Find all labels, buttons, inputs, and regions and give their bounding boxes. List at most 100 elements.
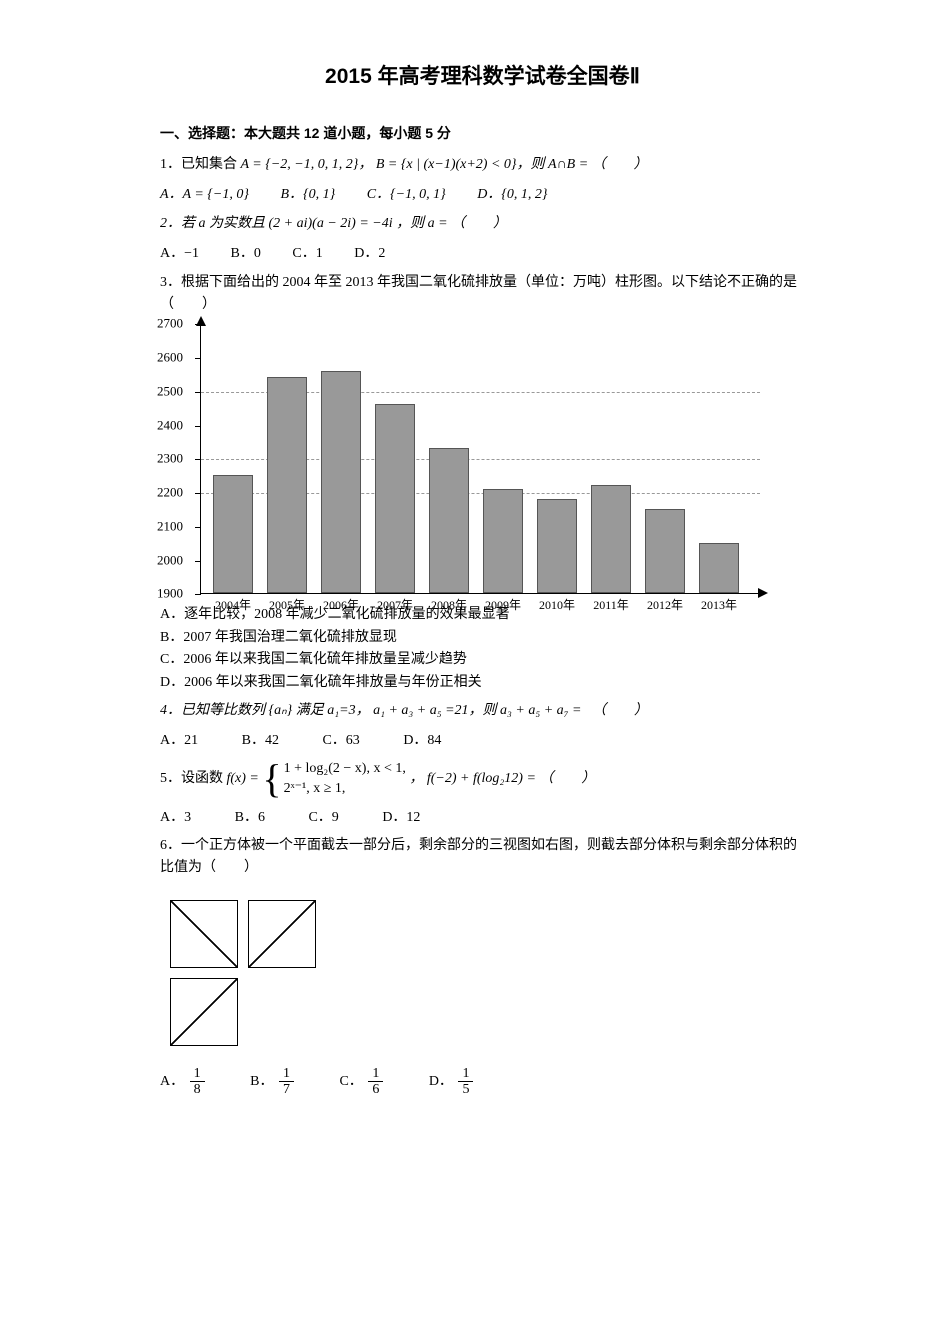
q3-opt-b: B．2007 年我国治理二氧化硫排放显现 — [160, 627, 805, 649]
x-tick-label: 2008年 — [431, 596, 467, 615]
q2-stem: 2．若 a 为实数且 (2 + ai)(a − 2i) = −4i ，则 a =… — [160, 216, 507, 231]
bar — [699, 543, 739, 594]
q5-fx: f(x) = — [227, 771, 263, 786]
x-tick-label: 2007年 — [377, 596, 413, 615]
question-1: 1．已知集合 A = {−2, −1, 0, 1, 2}， B = {x | (… — [160, 154, 805, 176]
q2-options: A．−1 B．0 C．1 D．2 — [160, 243, 805, 265]
y-tick-label: 2400 — [157, 415, 183, 436]
y-tick-label: 2200 — [157, 483, 183, 504]
y-tick — [195, 358, 201, 359]
x-tick-label: 2010年 — [539, 596, 575, 615]
three-view-side — [248, 900, 316, 968]
q6-a-label: A． — [160, 1074, 184, 1089]
q6-opt-c: C． 16 — [339, 1066, 385, 1098]
q4-opt-b: B．42 — [242, 730, 279, 752]
x-tick-label: 2012年 — [647, 596, 683, 615]
q3-opt-d: D．2006 年以来我国二氧化硫年排放量与年份正相关 — [160, 672, 805, 694]
q1-options: A．A = {−1, 0} B．{0, 1} C．{−1, 0, 1} D．{0… — [160, 184, 805, 206]
y-tick — [195, 324, 201, 325]
q4-options: A．21 B．42 C．63 D．84 — [160, 730, 805, 752]
section-header: 一、选择题：本大题共 12 道小题，每小题 5 分 — [160, 122, 805, 144]
y-tick — [195, 426, 201, 427]
bar — [645, 509, 685, 593]
q6-d-num: 1 — [458, 1066, 473, 1082]
y-tick-label: 2100 — [157, 516, 183, 537]
question-5: 5．设函数 f(x) = { 1 + log₂(2 − x), x < 1, 2… — [160, 759, 805, 799]
y-tick — [195, 527, 201, 528]
y-tick-label: 2300 — [157, 449, 183, 470]
x-tick-label: 2004年 — [215, 596, 251, 615]
question-3: 3．根据下面给出的 2004 年至 2013 年我国二氧化硫排放量（单位：万吨）… — [160, 272, 805, 317]
q6-opt-d: D． 15 — [429, 1066, 476, 1098]
q6-c-num: 1 — [368, 1066, 383, 1082]
q2-opt-c: C．1 — [292, 243, 322, 265]
q6-b-den: 7 — [279, 1082, 294, 1097]
page-title: 2015 年高考理科数学试卷全国卷Ⅱ — [160, 60, 805, 94]
y-tick-label: 2700 — [157, 314, 183, 335]
q6-three-view — [170, 900, 805, 1046]
x-axis-arrow-icon — [758, 588, 768, 598]
q1-stem-math: A = {−2, −1, 0, 1, 2}， B = {x | (x−1)(x+… — [241, 157, 648, 172]
y-tick — [195, 594, 201, 595]
q5-opt-b: B．6 — [235, 807, 265, 829]
bar — [375, 404, 415, 593]
q6-opt-b: B． 17 — [250, 1066, 296, 1098]
q2-opt-a: A．−1 — [160, 243, 199, 265]
x-tick-label: 2013年 — [701, 596, 737, 615]
q5-options: A．3 B．6 C．9 D．12 — [160, 807, 805, 829]
q6-c-den: 6 — [368, 1082, 383, 1097]
y-tick-label: 2600 — [157, 348, 183, 369]
q6-a-num: 1 — [190, 1066, 205, 1082]
q1-opt-d: D．{0, 1, 2} — [477, 184, 547, 206]
brace-icon: { — [262, 759, 281, 799]
q6-d-label: D． — [429, 1074, 453, 1089]
q6-d-den: 5 — [458, 1082, 473, 1097]
bar — [537, 499, 577, 594]
q5-stem-pre: 5．设函数 — [160, 771, 227, 786]
q1-opt-b: B．{0, 1} — [280, 184, 335, 206]
bar — [429, 448, 469, 593]
bar — [591, 485, 631, 593]
bar — [321, 371, 361, 594]
question-2: 2．若 a 为实数且 (2 + ai)(a − 2i) = −4i ，则 a =… — [160, 213, 805, 235]
q1-opt-c: C．{−1, 0, 1} — [367, 184, 446, 206]
q5-stem-post: ， f(−2) + f(log₂12) = （ ） — [409, 771, 595, 786]
q6-options: A． 18 B． 17 C． 16 D． 15 — [160, 1066, 805, 1098]
q2-opt-d: D．2 — [354, 243, 385, 265]
q5-opt-d: D．12 — [382, 807, 420, 829]
q5-piecewise: { 1 + log₂(2 − x), x < 1, 2ˣ⁻¹, x ≥ 1, — [262, 759, 405, 799]
x-tick-label: 2005年 — [269, 596, 305, 615]
q5-opt-c: C．9 — [308, 807, 338, 829]
question-6: 6．一个正方体被一个平面截去一部分后，剩余部分的三视图如右图，则截去部分体积与剩… — [160, 835, 805, 880]
q3-opt-c: C．2006 年以来我国二氧化硫年排放量呈减少趋势 — [160, 649, 805, 671]
q4-opt-d: D．84 — [403, 730, 441, 752]
q4-stem: 4．已知等比数列 {aₙ} 满足 a₁=3， a₁ + a₃ + a₅ =21，… — [160, 703, 648, 718]
q6-a-den: 8 — [190, 1082, 205, 1097]
q5-case1: 1 + log₂(2 − x), x < 1, — [284, 759, 406, 779]
x-tick-label: 2011年 — [593, 596, 629, 615]
y-tick-label: 1900 — [157, 584, 183, 605]
three-view-front — [170, 900, 238, 968]
y-tick — [195, 561, 201, 562]
three-view-top — [170, 978, 238, 1046]
x-tick-label: 2009年 — [485, 596, 521, 615]
q4-opt-c: C．63 — [322, 730, 359, 752]
bar — [483, 489, 523, 594]
q6-b-label: B． — [250, 1074, 273, 1089]
x-tick-label: 2006年 — [323, 596, 359, 615]
q1-opt-a: A．A = {−1, 0} — [160, 184, 249, 206]
bar — [267, 377, 307, 593]
q5-case2: 2ˣ⁻¹, x ≥ 1, — [284, 779, 406, 799]
q6-c-label: C． — [339, 1074, 362, 1089]
q4-opt-a: A．21 — [160, 730, 198, 752]
y-tick-label: 2000 — [157, 550, 183, 571]
bar — [213, 475, 253, 593]
y-tick-label: 2500 — [157, 381, 183, 402]
q1-stem-pre: 1．已知集合 — [160, 157, 241, 172]
q6-b-num: 1 — [279, 1066, 294, 1082]
q6-opt-a: A． 18 — [160, 1066, 207, 1098]
question-4: 4．已知等比数列 {aₙ} 满足 a₁=3， a₁ + a₃ + a₅ =21，… — [160, 700, 805, 722]
q5-opt-a: A．3 — [160, 807, 191, 829]
q3-chart: 1900200021002200230024002500260027002004… — [200, 324, 805, 594]
q2-opt-b: B．0 — [231, 243, 261, 265]
